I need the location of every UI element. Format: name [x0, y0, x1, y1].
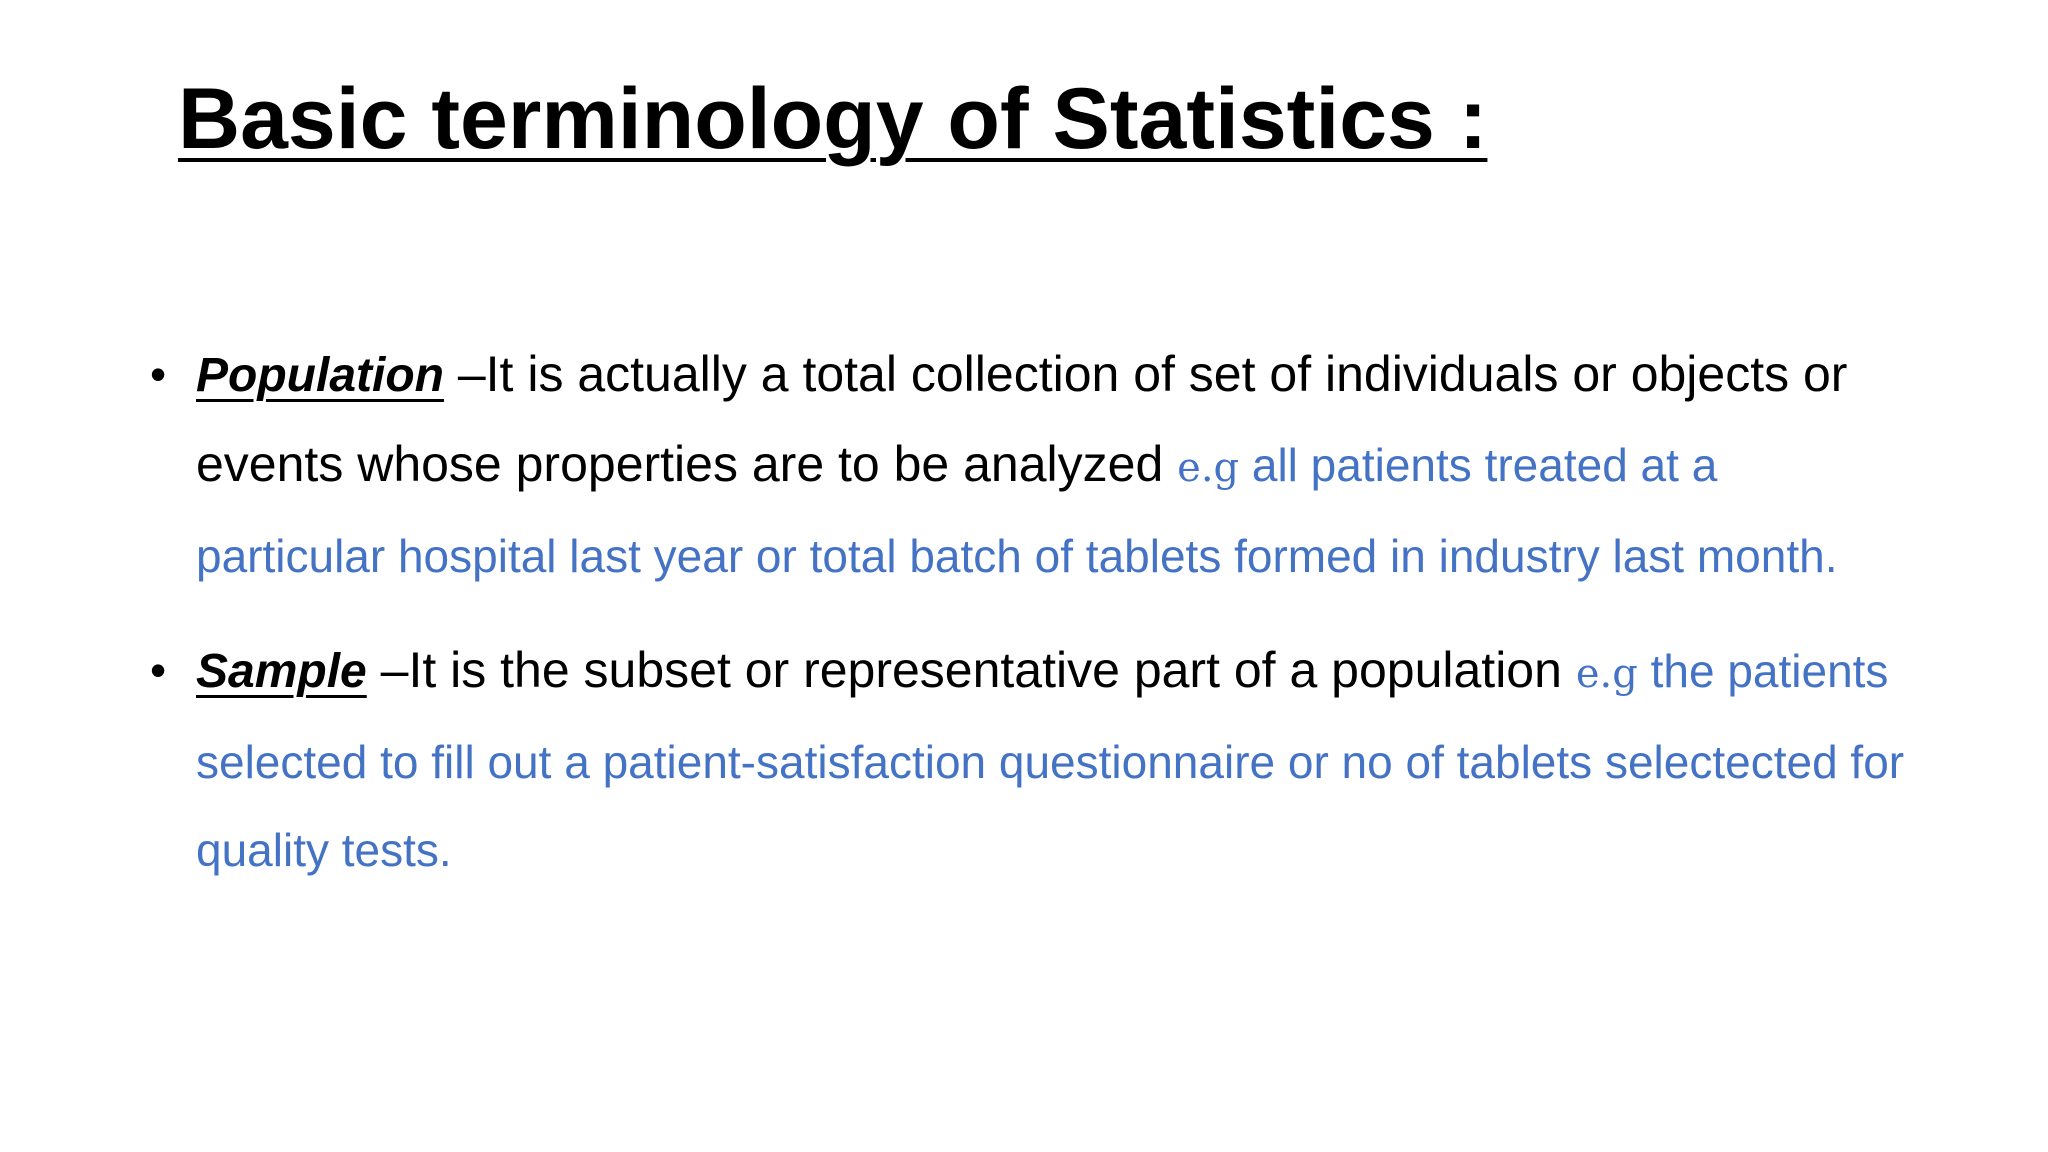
definition-population: –It is actually a total collection of se… — [196, 346, 1848, 492]
eg-label-sample: e.g — [1575, 651, 1638, 697]
example-population: all patients treated at a particular hos… — [196, 439, 1838, 582]
bullet-list: • Population –It is actually a total col… — [150, 330, 1910, 894]
term-sample: Sample — [196, 645, 367, 698]
example-sample: the patients selected to fill out a pati… — [196, 645, 1905, 876]
bullet-item-population: • Population –It is actually a total col… — [150, 330, 1910, 600]
term-population: Population — [196, 349, 444, 402]
definition-sample: –It is the subset or representative part… — [366, 642, 1576, 698]
bullet-dot-icon: • — [150, 644, 167, 696]
bullet-dot-icon: • — [150, 348, 167, 400]
slide-title: Basic terminology of Statistics : — [178, 71, 1488, 167]
eg-label-population: e.g — [1177, 445, 1252, 491]
bullet-item-sample: • Sample –It is the subset or representa… — [150, 626, 1910, 894]
